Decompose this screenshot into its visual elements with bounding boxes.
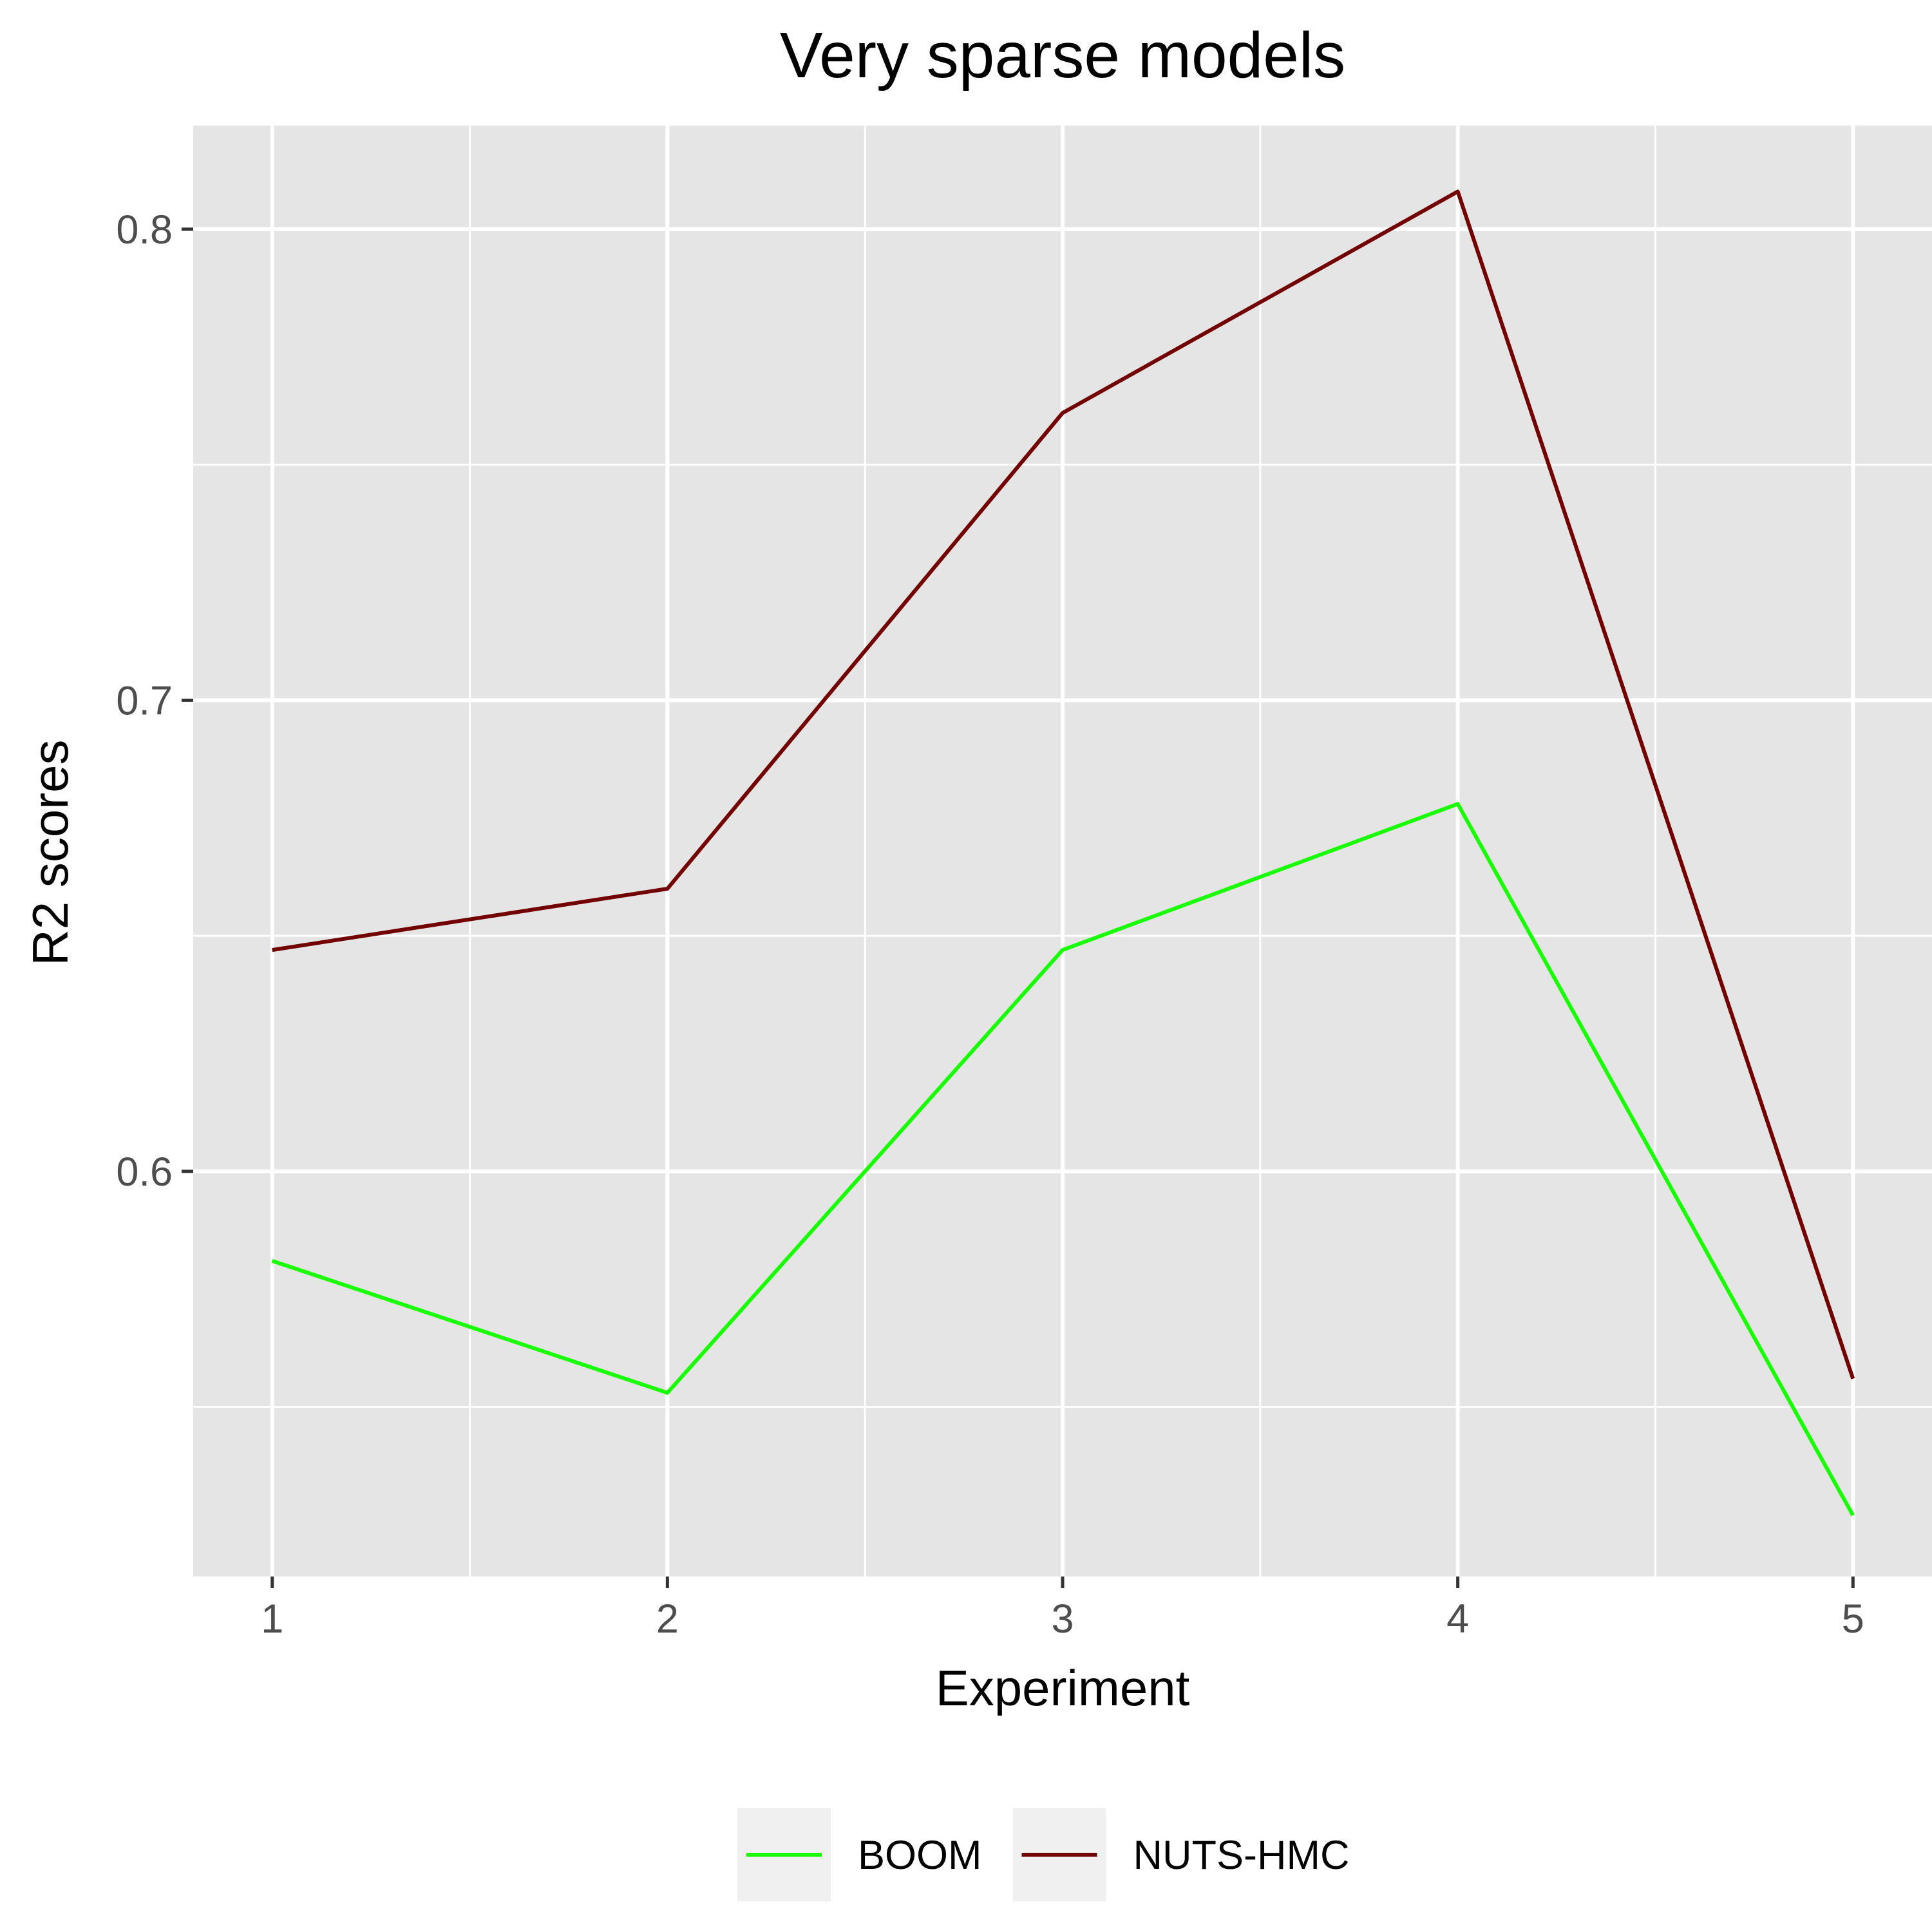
legend-label: BOOM — [858, 1833, 982, 1878]
major-gridlines — [193, 126, 1932, 1577]
y-axis-title: R2 scores — [22, 739, 79, 965]
y-tick-label: 0.7 — [116, 678, 173, 723]
legend-item-boom: BOOM — [737, 1808, 982, 1902]
x-axis: 1 2 3 4 5 — [261, 1577, 1864, 1642]
x-tick-label: 4 — [1446, 1596, 1469, 1642]
x-tick-label: 5 — [1842, 1596, 1864, 1642]
chart-title: Very sparse models — [780, 19, 1345, 91]
legend-label: NUTS-HMC — [1133, 1833, 1350, 1878]
series-line-boom — [271, 802, 1855, 1517]
x-tick-label: 2 — [656, 1596, 679, 1642]
x-tick-label: 1 — [261, 1596, 283, 1642]
y-tick-label: 0.6 — [116, 1150, 173, 1195]
series-line-nuts-hmc — [272, 189, 1855, 1379]
y-axis: 0.6 0.7 0.8 — [116, 207, 193, 1195]
legend: BOOM NUTS-HMC — [737, 1808, 1349, 1902]
legend-item-nuts-hmc: NUTS-HMC — [1012, 1808, 1350, 1902]
x-axis-title: Experiment — [936, 1660, 1190, 1716]
x-tick-label: 3 — [1051, 1596, 1074, 1642]
y-tick-label: 0.8 — [116, 207, 173, 252]
series-lines — [271, 189, 1855, 1517]
